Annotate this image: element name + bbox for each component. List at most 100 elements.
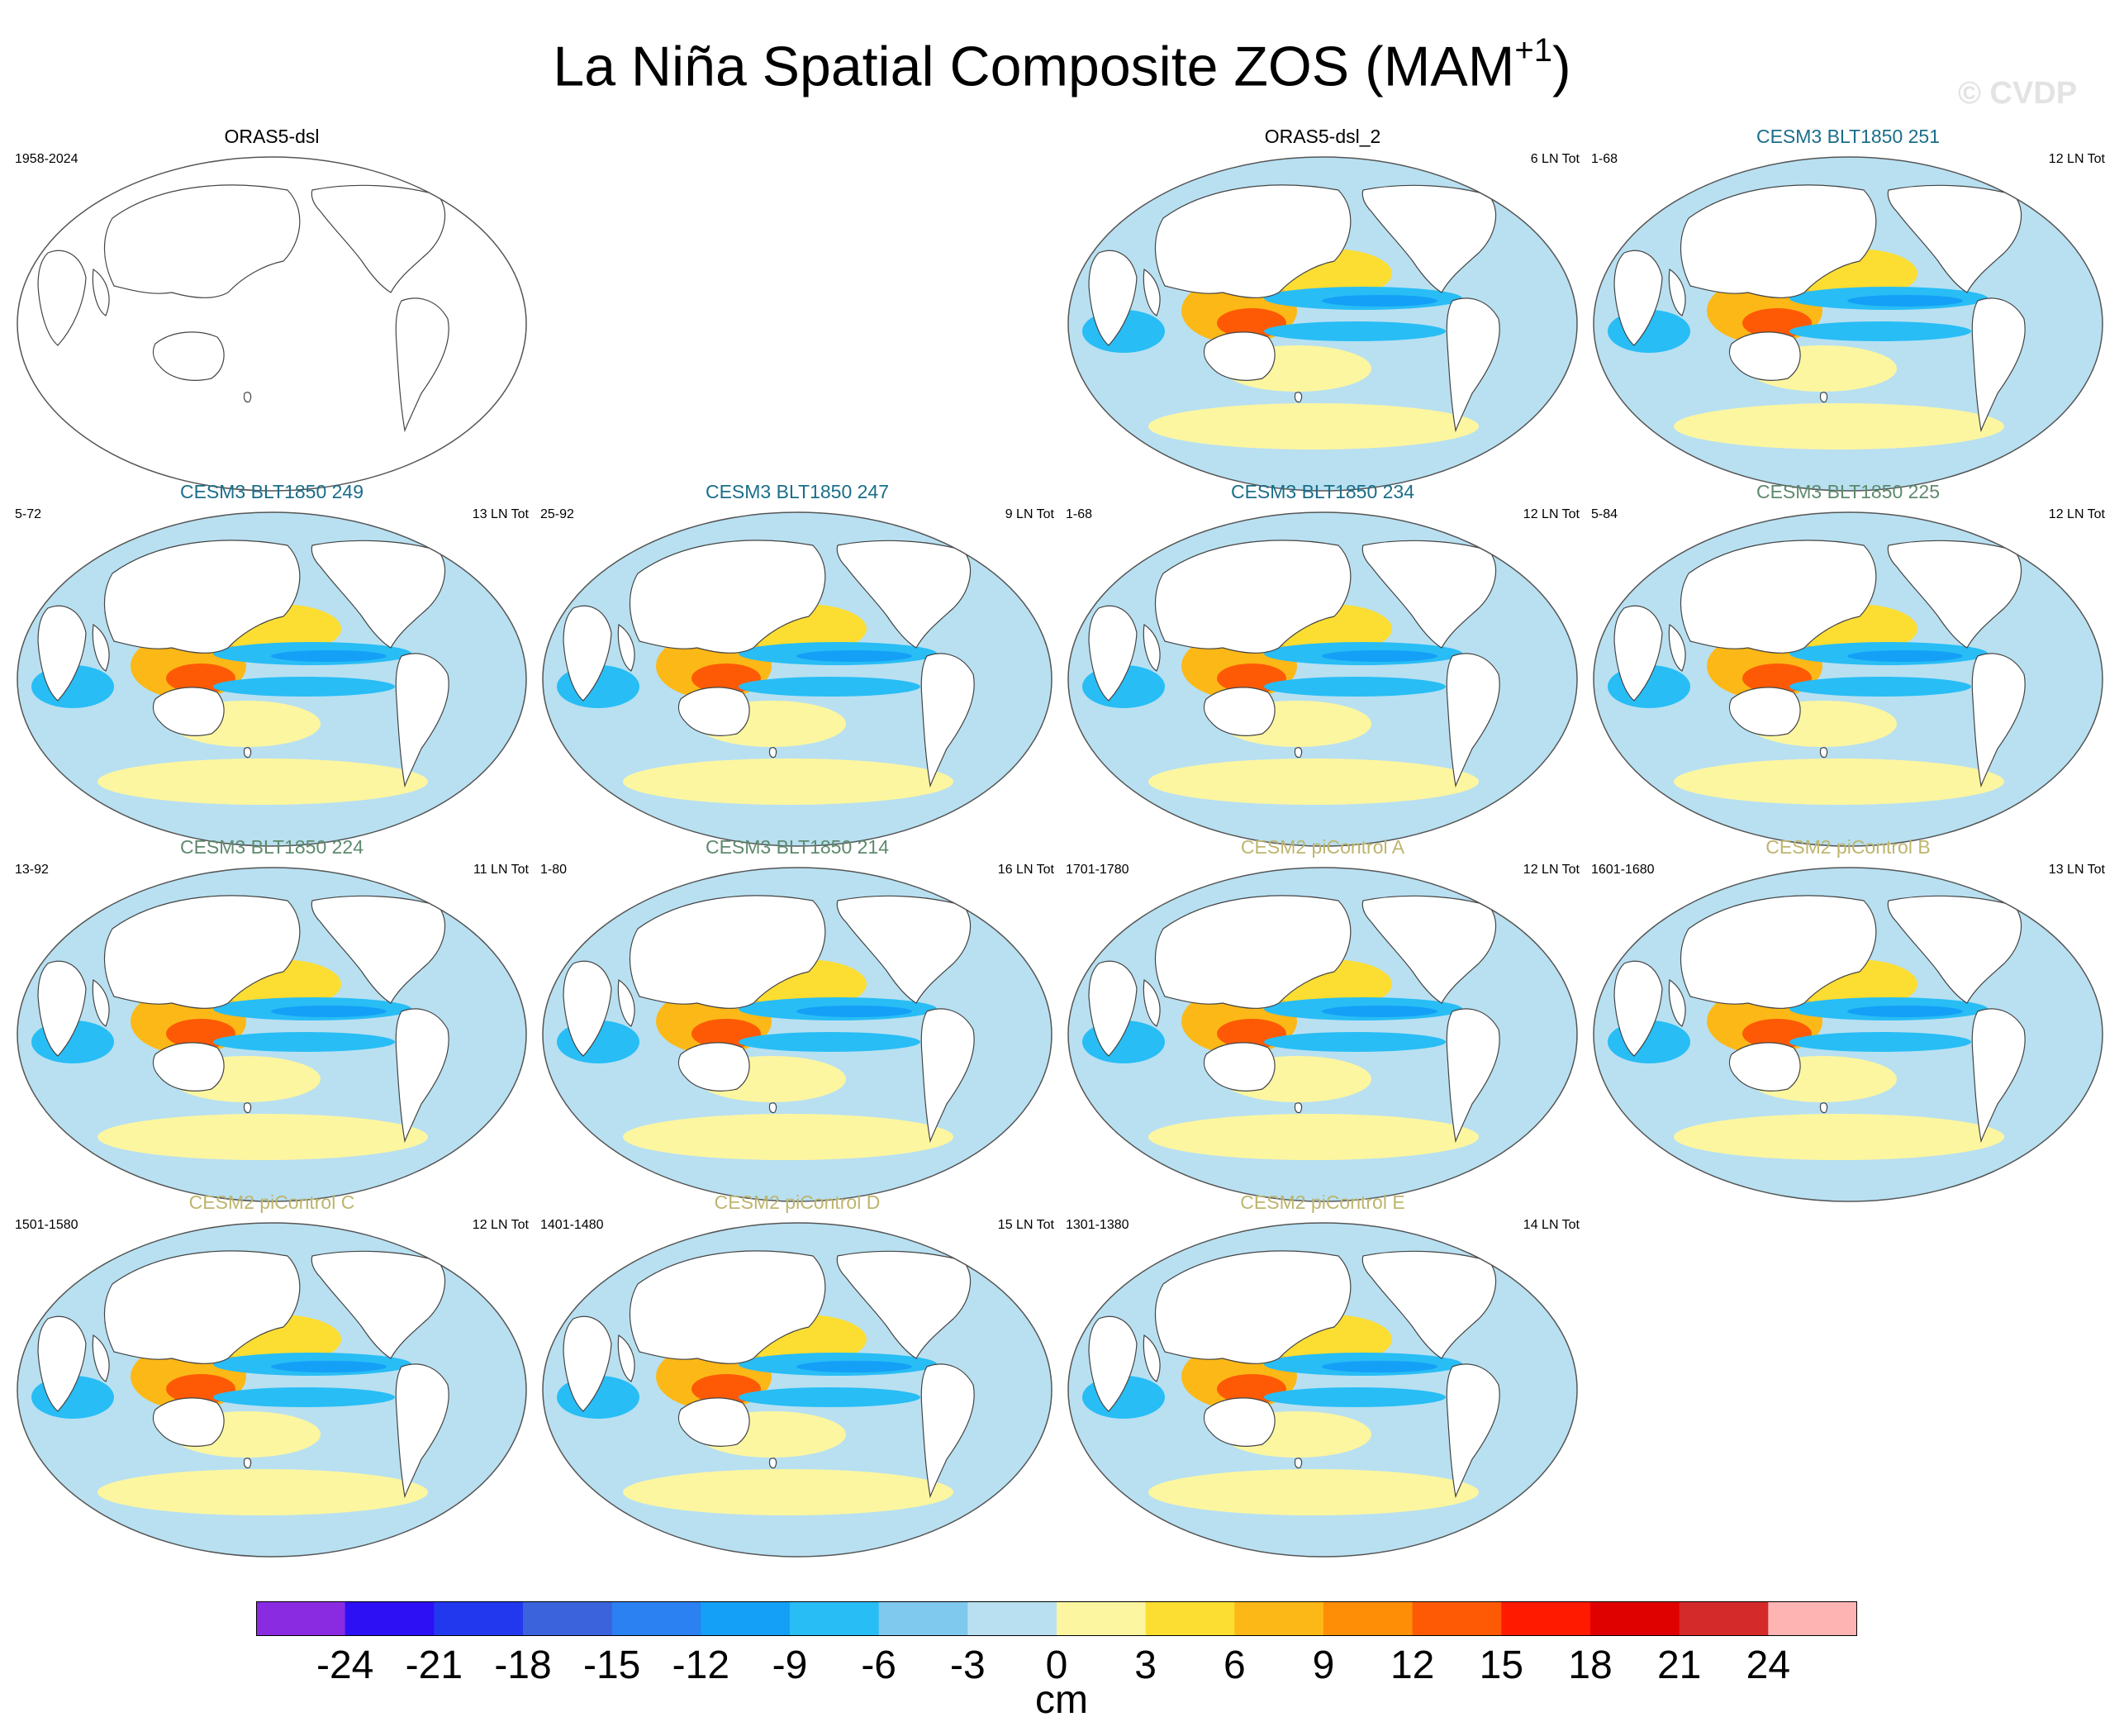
robinson-map [17, 1222, 527, 1558]
india-peninsula [1143, 268, 1161, 316]
asia-landmass [103, 895, 301, 1010]
map-field [17, 868, 526, 1201]
map-border [17, 1222, 527, 1558]
colorbar-swatch [344, 1601, 435, 1636]
nz-island [1294, 747, 1303, 759]
india-peninsula [92, 1334, 110, 1382]
panel-event-count: 6 LN Tot [1530, 152, 1580, 166]
nz-island [1294, 1458, 1303, 1469]
equatorial-south-band-anomaly [1789, 1032, 1971, 1052]
map-field [17, 157, 526, 491]
colorbar-swatch [1679, 1601, 1769, 1636]
asia-landmass [103, 184, 301, 299]
panel-years-label: 1-80 [540, 863, 568, 877]
robinson-map [17, 867, 527, 1202]
north-america-landmass [1361, 184, 1497, 293]
south-america-landmass [920, 1008, 975, 1144]
equatorial-south-band-anomaly [739, 677, 920, 697]
india-peninsula [617, 623, 635, 672]
asia-landmass [1154, 895, 1352, 1010]
map-border [542, 511, 1052, 847]
equatorial-core-band-anomaly [271, 650, 387, 662]
colorbar-tick-label: -18 [494, 1643, 552, 1687]
figure-title-text: La Niña Spatial Composite ZOS (MAM [553, 35, 1515, 98]
greenland-landmass [985, 540, 1029, 572]
map-panel: CESM2 piControl E 1301-1380 14 LN Tot [1066, 1191, 1580, 1560]
southern-ocean-mixed-anomaly [1148, 759, 1479, 805]
panel-title: CESM3 BLT1850 225 [1756, 481, 1941, 502]
colorbar-swatch [1145, 1601, 1235, 1636]
panel-event-count: 12 LN Tot [2048, 507, 2105, 521]
panel-event-count: 12 LN Tot [2048, 152, 2105, 166]
southern-ocean-mixed-anomaly [1674, 1114, 2004, 1160]
asia-landmass [1680, 540, 1877, 654]
colorbar-tick-label: -12 [672, 1643, 730, 1687]
south-america-landmass [395, 297, 449, 433]
greenland-landmass [459, 895, 503, 927]
panel-title: ORAS5-dsl [224, 126, 320, 147]
australia-landmass [677, 687, 750, 736]
india-peninsula [92, 978, 110, 1027]
map-field [543, 868, 1052, 1201]
colorbar-tick-label: -6 [861, 1643, 896, 1687]
colorbar-tick-label: 9 [1312, 1643, 1335, 1687]
australia-landmass [1203, 1042, 1276, 1092]
nz-island [243, 392, 252, 403]
australia-landmass [1203, 687, 1276, 736]
panel-event-count: 13 LN Tot [2048, 863, 2105, 877]
map-field [543, 512, 1052, 846]
south-america-landmass [1446, 1363, 1500, 1499]
africa-landmass [1613, 605, 1663, 702]
india-peninsula [1143, 1334, 1161, 1382]
robinson-map [542, 1222, 1052, 1558]
colorbar-tick-label: -21 [405, 1643, 463, 1687]
map-border [1593, 156, 2103, 492]
colorbar-swatch [790, 1601, 880, 1636]
southern-ocean-mixed-anomaly [1148, 403, 1479, 449]
africa-landmass [37, 1315, 87, 1412]
colorbar-swatch [701, 1601, 791, 1636]
india-peninsula [1143, 623, 1161, 672]
map-field [1594, 157, 2103, 491]
panel-title: CESM2 piControl B [1765, 836, 1931, 858]
colorbar-tick-label: 0 [1045, 1643, 1068, 1687]
nz-island [1819, 747, 1828, 759]
panel-years-label: 13-92 [15, 863, 49, 877]
equatorial-core-band-anomaly [271, 1361, 387, 1372]
map-field [1594, 512, 2103, 846]
equatorial-core-band-anomaly [796, 1361, 912, 1372]
panel-event-count: 12 LN Tot [1523, 863, 1580, 877]
map-field [1068, 157, 1577, 491]
panel-event-count: 14 LN Tot [1523, 1218, 1580, 1232]
india-peninsula [1668, 268, 1686, 316]
colorbar-swatch [878, 1601, 968, 1636]
greenland-landmass [2036, 540, 2079, 572]
australia-landmass [1203, 1397, 1276, 1447]
map-panel: CESM2 piControl B 1601-1680 13 LN Tot [1591, 836, 2105, 1205]
map-border [1593, 867, 2103, 1202]
equatorial-core-band-anomaly [1322, 1006, 1437, 1017]
map-field [1068, 1223, 1577, 1557]
panel-years-label: 1-68 [1591, 152, 1618, 166]
panel-years-label: 5-84 [1591, 507, 1618, 521]
map-field [17, 512, 526, 846]
colorbar-tick-label: 15 [1479, 1643, 1524, 1687]
map-border [17, 867, 527, 1202]
colorbar-swatch [1412, 1601, 1502, 1636]
southern-ocean-mixed-anomaly [1674, 759, 2004, 805]
southern-ocean-mixed-anomaly [97, 1114, 428, 1160]
india-peninsula [1668, 623, 1686, 672]
north-america-landmass [836, 1250, 972, 1359]
map-panel: CESM3 BLT1850 225 5-84 12 LN Tot [1591, 481, 2105, 849]
india-peninsula [92, 623, 110, 672]
colorbar-swatch [434, 1601, 524, 1636]
panel-years-label: 1401-1480 [540, 1218, 604, 1232]
robinson-map [542, 511, 1052, 847]
figure-title-superscript: +1 [1514, 32, 1552, 69]
map-border [17, 511, 527, 847]
southern-ocean-mixed-anomaly [623, 759, 953, 805]
south-america-landmass [920, 653, 975, 788]
india-peninsula [1668, 978, 1686, 1027]
india-peninsula [92, 268, 110, 316]
